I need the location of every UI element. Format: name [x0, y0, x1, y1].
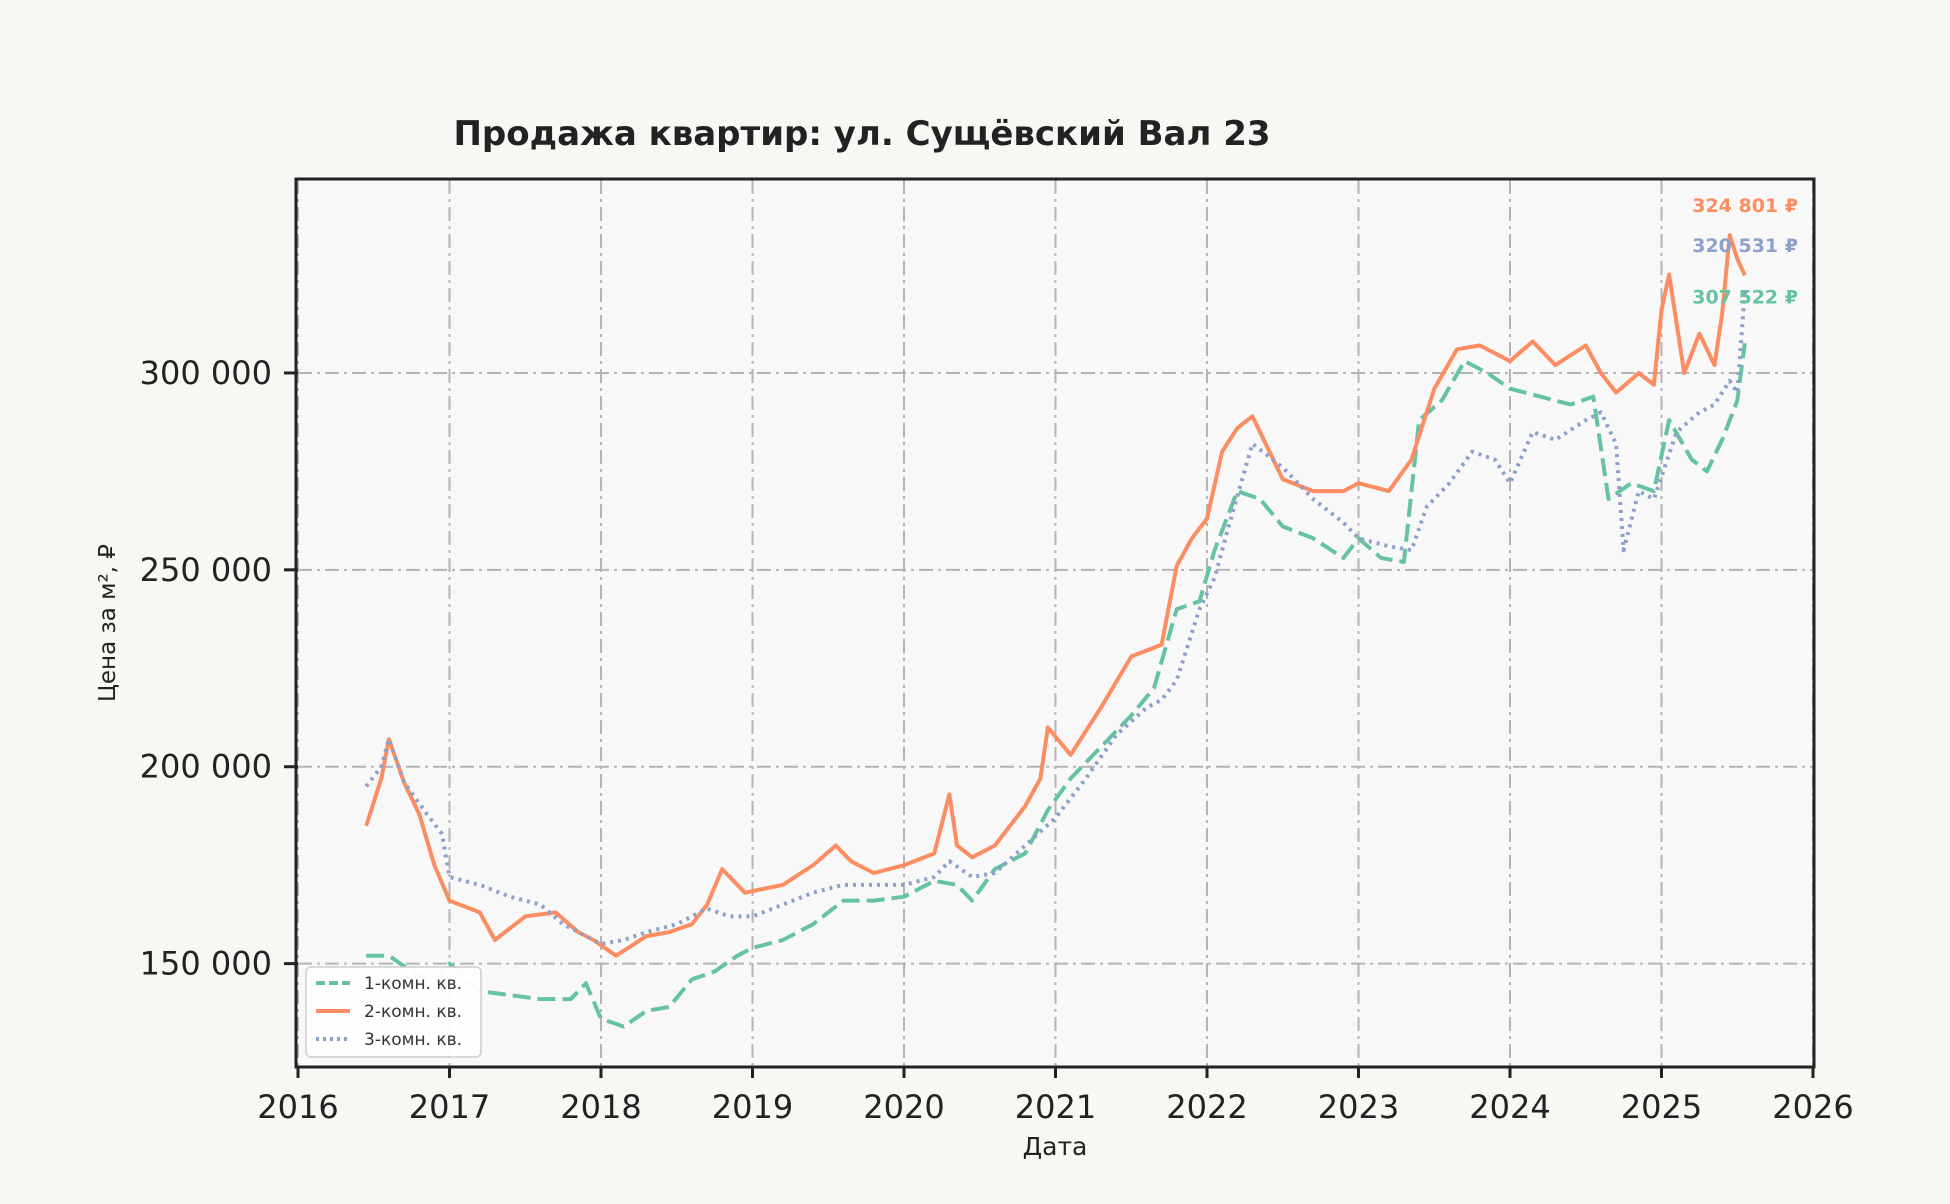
y-tick-label: 150 000 — [140, 945, 272, 983]
x-tick-label: 2017 — [409, 1088, 490, 1126]
y-tick-label: 250 000 — [140, 551, 272, 589]
x-tick-label: 2022 — [1166, 1088, 1247, 1126]
x-tick-label: 2024 — [1469, 1088, 1550, 1126]
x-tick-label: 2020 — [863, 1088, 944, 1126]
axis-ticks: 2016 2017 2018 2019 2020 2021 2022 2023 2024 2025… — [140, 354, 1854, 1126]
end-labels: 324 801 ₽ 320 531 ₽ 307 522 ₽ — [1692, 195, 1798, 308]
x-tick-label: 2016 — [257, 1088, 338, 1126]
series-end-label-1: 307 522 ₽ — [1692, 286, 1798, 308]
x-tick-label: 2018 — [560, 1088, 641, 1126]
x-tick-label: 2023 — [1318, 1088, 1399, 1126]
legend-box — [305, 966, 482, 1058]
chart-title: Продажа квартир: ул. Сущёвский Вал 23 — [453, 114, 1270, 154]
series-line-1 — [366, 343, 1747, 1029]
x-axis-label: Дата — [1023, 1132, 1088, 1161]
y-axis-label: Цена за м², ₽ — [95, 544, 121, 702]
legend-label-3: 3-комн. кв. — [364, 1030, 462, 1050]
legend: 1-комн. кв. 2-комн. кв. 3-комн. кв. — [305, 966, 482, 1058]
x-tick-label: 2025 — [1621, 1088, 1702, 1126]
x-tick-label: 2019 — [712, 1088, 793, 1126]
legend-label-1: 1-комн. кв. — [364, 974, 462, 994]
legend-label-2: 2-комн. кв. — [364, 1002, 462, 1022]
series-end-label-2: 324 801 ₽ — [1692, 195, 1798, 217]
x-tick-label: 2026 — [1772, 1088, 1853, 1126]
y-tick-label: 200 000 — [140, 748, 272, 786]
series-lines — [364, 233, 1747, 1029]
series-line-3 — [364, 291, 1747, 946]
series-end-label-3: 320 531 ₽ — [1692, 235, 1798, 257]
x-tick-label: 2021 — [1015, 1088, 1096, 1126]
y-tick-label: 300 000 — [140, 354, 272, 392]
